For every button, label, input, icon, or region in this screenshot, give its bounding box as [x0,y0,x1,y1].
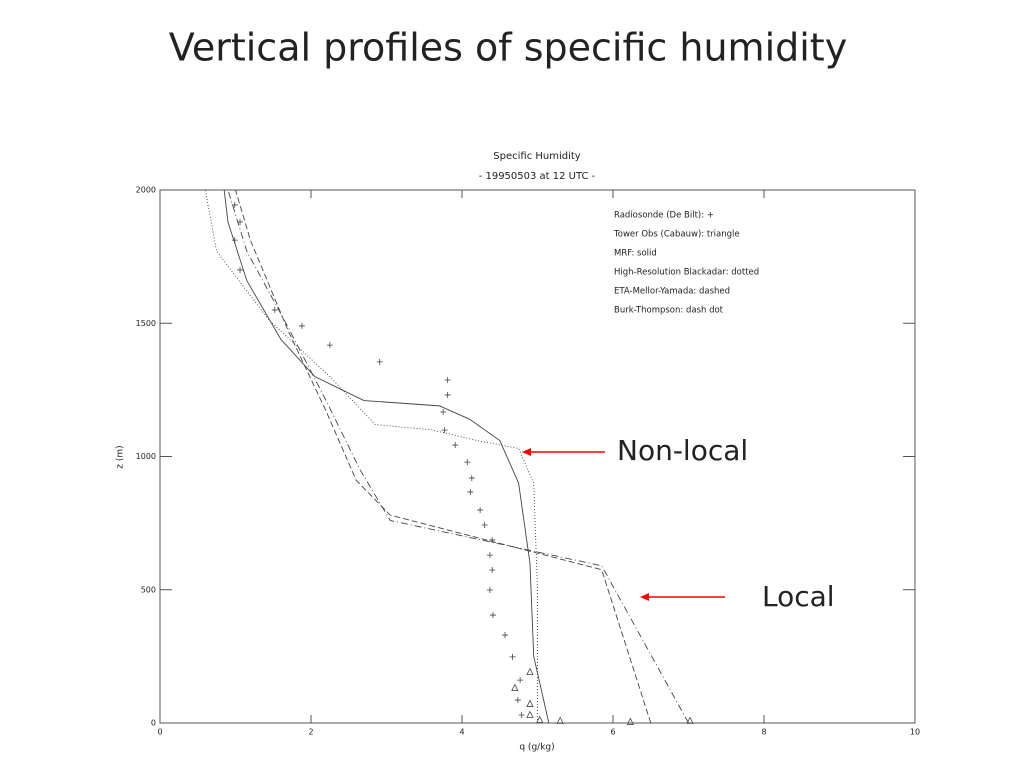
triangle-marker [526,710,534,718]
y-tick-label: 1500 [136,319,156,328]
x-tick-label: 4 [459,728,464,737]
x-tick-label: 8 [761,728,766,737]
y-tick-label: 2000 [136,186,156,195]
triangle-marker [536,715,544,723]
plus-marker [514,697,521,704]
plus-marker [517,677,524,684]
legend-entry: Tower Obs (Cabauw): triangle [613,230,740,240]
plus-marker [509,653,516,660]
y-tick-label: 1000 [136,452,156,461]
triangle-marker [526,699,534,707]
plus-marker [468,475,475,482]
plus-marker [481,521,488,528]
plus-marker [518,712,525,719]
plot-frame [159,189,916,724]
annotation: Local [762,580,835,613]
arrow-head [522,448,531,456]
x-tick-label: 0 [157,728,162,737]
plus-marker [477,507,484,514]
plus-marker [237,266,244,273]
plus-marker [271,306,278,313]
plus-marker [444,377,451,384]
plus-marker [502,632,509,639]
plus-marker [452,442,459,449]
slide-title: Vertical profiles of specific humidity [169,26,847,70]
legend-entry: MRF: solid [614,249,657,259]
triangle-marker [526,667,534,675]
triangle-marker [686,716,694,724]
plus-marker [467,488,474,495]
legend-entry: ETA-Mellor-Yamada: dashed [614,287,730,297]
x-tick-label: 2 [308,728,313,737]
plus-marker [441,427,448,434]
triangle-marker [626,717,635,725]
arrow-head [640,593,649,601]
plus-marker [298,322,305,329]
plus-marker [489,612,496,619]
legend-entry: High-Resolution Blackadar: dotted [614,268,759,278]
triangle-marker [556,716,564,724]
chart-subtitle: - 19950503 at 12 UTC - [479,171,596,182]
plus-marker [464,459,471,466]
profile-line [235,189,652,724]
profile-line [227,189,689,724]
x-tick-label: 6 [610,728,615,737]
y-tick-label: 0 [151,719,156,728]
annotation: Non-local [617,434,748,467]
y-axis-label: z (m) [116,445,126,468]
profile-line [204,189,538,723]
plus-marker [444,391,451,398]
plus-marker [489,567,496,574]
x-tick-label: 10 [910,728,920,737]
x-axis-label: q (g/kg) [519,743,554,753]
legend-entry: Radiosonde (De Bilt): + [614,211,714,221]
chart-title: Specific Humidity [493,151,581,162]
legend-entry: Burk-Thompson: dash dot [614,306,724,316]
triangle-marker [511,683,519,691]
plus-marker [486,552,493,559]
plus-marker [376,358,383,365]
plus-marker [440,408,447,415]
plus-marker [486,587,493,594]
y-tick-label: 500 [141,585,156,594]
profile-line [223,189,550,724]
plus-marker [231,201,238,208]
plus-marker [326,342,333,349]
